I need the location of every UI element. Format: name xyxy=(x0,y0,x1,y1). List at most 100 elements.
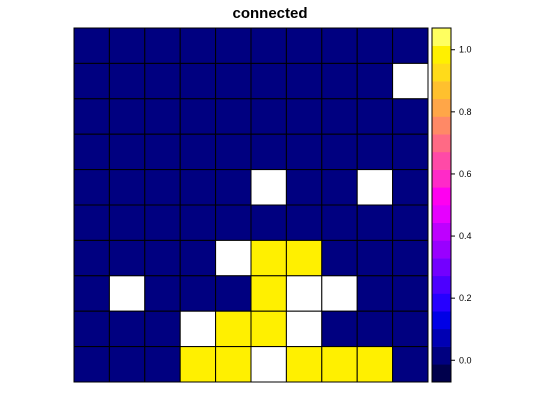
heatmap-cell xyxy=(144,98,181,135)
heatmap-cell xyxy=(285,133,323,171)
heatmap-cell xyxy=(144,275,181,312)
colorbar-tick-label: 0.4 xyxy=(459,231,472,241)
heatmap-cell xyxy=(73,133,110,171)
heatmap-cell xyxy=(144,239,181,277)
heatmap-cell xyxy=(179,275,217,312)
colorbar-segment xyxy=(432,258,451,277)
heatmap-cell xyxy=(250,98,287,135)
heatmap-cell xyxy=(73,204,110,241)
heatmap-cell xyxy=(356,169,394,206)
colorbar-segment xyxy=(432,311,451,330)
heatmap-cell xyxy=(250,346,287,383)
heatmap-cell xyxy=(321,239,358,277)
heatmap-cell xyxy=(144,133,181,171)
heatmap-cell xyxy=(285,239,323,277)
heatmap-cell xyxy=(285,98,323,135)
heatmap-cell xyxy=(392,133,429,171)
heatmap-cell xyxy=(285,169,323,206)
heatmap-cell xyxy=(179,346,217,383)
heatmap-cell xyxy=(285,27,323,64)
heatmap-cell xyxy=(108,98,146,135)
colorbar-segment xyxy=(432,293,451,312)
colorbar-tick-label: 0.2 xyxy=(459,293,472,303)
colorbar-tick-label: 1.0 xyxy=(459,45,472,55)
heatmap-cell xyxy=(321,310,358,348)
heatmap-cells xyxy=(73,27,429,383)
heatmap-cell xyxy=(215,27,252,64)
heatmap-cell xyxy=(356,98,394,135)
heatmap-cell xyxy=(250,310,287,348)
heatmap-cell xyxy=(392,239,429,277)
heatmap-cell xyxy=(285,310,323,348)
heatmap-cell xyxy=(356,275,394,312)
heatmap-cell xyxy=(179,98,217,135)
heatmap-cell xyxy=(179,169,217,206)
heatmap-cell xyxy=(144,169,181,206)
colorbar: 0.0 0.2 0.4 0.6 0.8 1.0 xyxy=(431,27,472,383)
heatmap-cell xyxy=(215,133,252,171)
colorbar-segment xyxy=(432,328,451,347)
heatmap-cell xyxy=(179,204,217,241)
heatmap-cell xyxy=(215,169,252,206)
heatmap-cell xyxy=(73,239,110,277)
colorbar-tick-label: 0.6 xyxy=(459,169,472,179)
heatmap-cell xyxy=(73,27,110,64)
heatmap-cell xyxy=(250,275,287,312)
heatmap-cell xyxy=(356,310,394,348)
heatmap-cell xyxy=(215,98,252,135)
heatmap-cell xyxy=(144,27,181,64)
heatmap-cell xyxy=(108,133,146,171)
heatmap-cell xyxy=(73,310,110,348)
heatmap-cell xyxy=(179,62,217,100)
heatmap-cell xyxy=(392,310,429,348)
heatmap-cell xyxy=(179,310,217,348)
colorbar-segment xyxy=(432,205,451,223)
heatmap-cell xyxy=(392,204,429,241)
chart-title: connected xyxy=(232,5,307,22)
colorbar-segment xyxy=(432,169,451,188)
heatmap-cell xyxy=(356,346,394,383)
heatmap-cell xyxy=(108,239,146,277)
heatmap-cell xyxy=(285,204,323,241)
heatmap-cell xyxy=(321,98,358,135)
heatmap-cell xyxy=(144,310,181,348)
heatmap-cell xyxy=(392,27,429,64)
heatmap-cell xyxy=(215,346,252,383)
colorbar-segment xyxy=(432,98,451,117)
heatmap-cell xyxy=(285,346,323,383)
heatmap-cell xyxy=(356,239,394,277)
heatmap-cell xyxy=(356,133,394,171)
heatmap-cell xyxy=(215,62,252,100)
heatmap-cell xyxy=(392,346,429,383)
heatmap-cell xyxy=(108,275,146,312)
heatmap-cell xyxy=(73,275,110,312)
heatmap-cell xyxy=(215,204,252,241)
heatmap-cell xyxy=(179,239,217,277)
heatmap-cell xyxy=(356,27,394,64)
colorbar-frame xyxy=(431,27,452,383)
heatmap-cell xyxy=(215,239,252,277)
plot-frame xyxy=(73,27,429,383)
colorbar-segment xyxy=(432,346,451,365)
colorbar-segment xyxy=(432,28,451,46)
heatmap-cell xyxy=(215,310,252,348)
heatmap-cell xyxy=(108,204,146,241)
colorbar-segment xyxy=(432,275,451,294)
heatmap-cell xyxy=(250,62,287,100)
colorbar-segment xyxy=(432,63,451,82)
heatmap-cell xyxy=(250,133,287,171)
heatmap-cell xyxy=(392,275,429,312)
colorbar-segment xyxy=(432,45,451,64)
heatmap-cell xyxy=(73,346,110,383)
heatmap-cell xyxy=(392,62,429,100)
heatmap-cell xyxy=(250,169,287,206)
colorbar-segment xyxy=(432,134,451,153)
colorbar-segment xyxy=(432,187,451,206)
heatmap-cell xyxy=(321,169,358,206)
heatmap-cell xyxy=(285,62,323,100)
heatmap-cell xyxy=(108,62,146,100)
heatmap-cell xyxy=(73,62,110,100)
colorbar-segment xyxy=(432,116,451,135)
heatmap-cell xyxy=(392,98,429,135)
